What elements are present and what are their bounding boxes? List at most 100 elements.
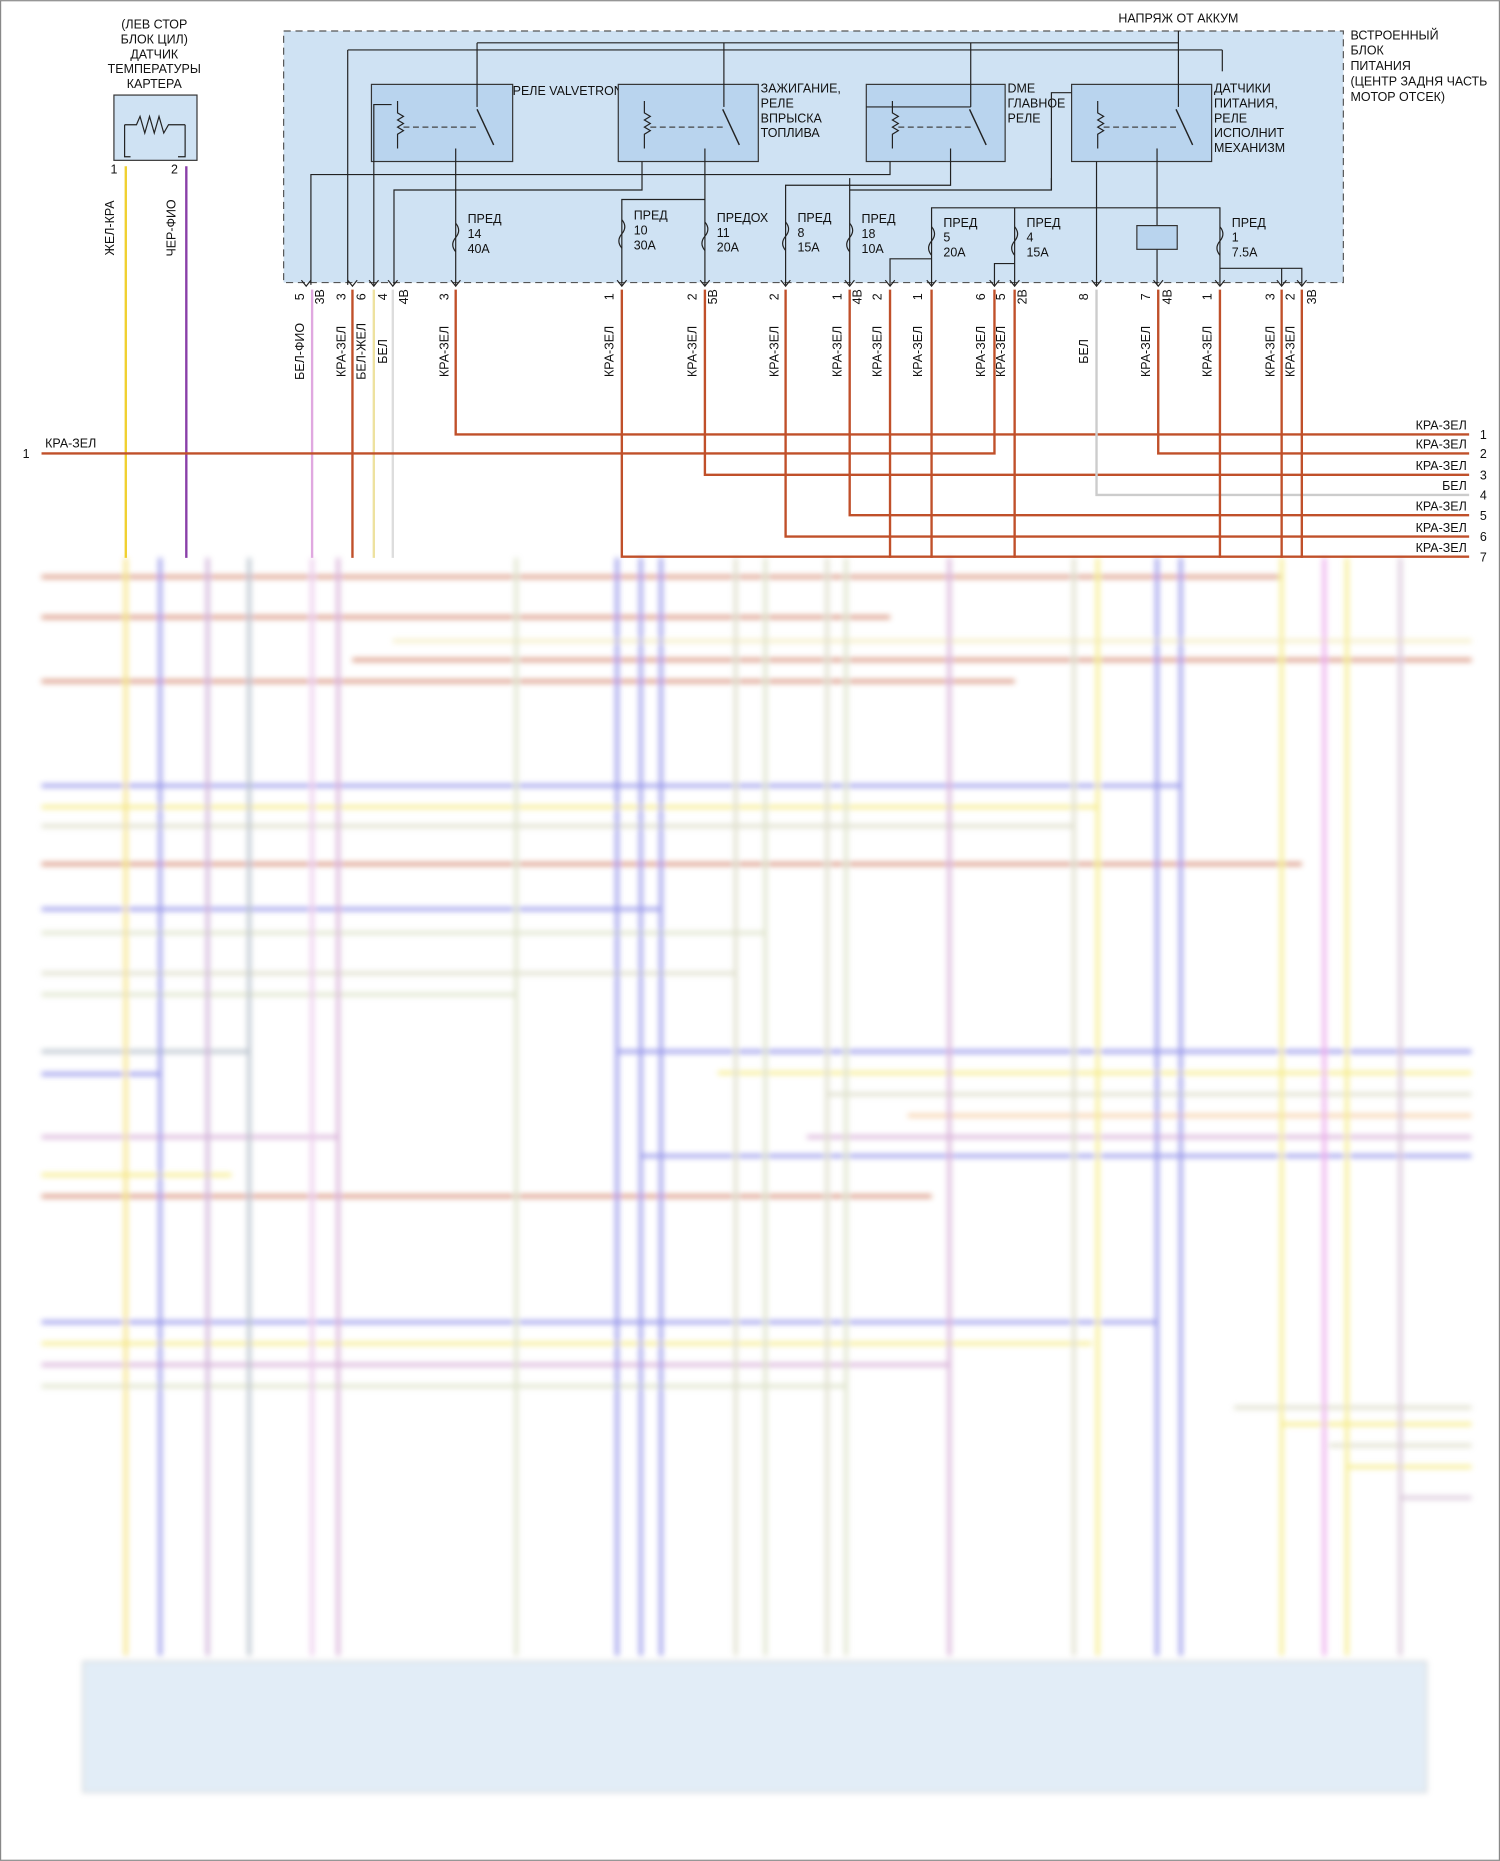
wire xyxy=(1050,92,1072,190)
label: 4В xyxy=(851,289,865,304)
label: БЕЛ xyxy=(1442,479,1467,493)
label: 20A xyxy=(717,241,740,255)
label: 20A xyxy=(943,245,966,259)
label: 15A xyxy=(1027,245,1050,259)
pin xyxy=(780,279,791,288)
pin xyxy=(1153,279,1164,288)
ecu xyxy=(82,1660,1428,1793)
label: ЗАЖИГАНИЕ, xyxy=(761,82,841,96)
label: DME xyxy=(1008,82,1036,96)
wire xyxy=(124,124,131,158)
label: ДАТЧИКИ xyxy=(1214,82,1271,96)
wire xyxy=(373,103,392,285)
label: 3В xyxy=(313,289,327,304)
fuse xyxy=(1011,226,1019,256)
label: 4 xyxy=(1480,489,1487,503)
label: КРА-ЗЕЛ xyxy=(1264,326,1278,377)
label: 2 xyxy=(1284,293,1298,300)
label: КРА-ЗЕЛ xyxy=(871,326,885,377)
label: БЕЛ xyxy=(376,339,390,364)
label: 18 xyxy=(862,227,876,241)
label: ВСТРОЕННЫЙ xyxy=(1350,27,1438,42)
wire xyxy=(124,114,186,136)
label: ТЕМПЕРАТУРЫ xyxy=(108,62,201,76)
label: 4В xyxy=(1160,289,1174,304)
label: 7.5A xyxy=(1232,245,1258,259)
label: 1 xyxy=(23,447,30,461)
label: КРА-ЗЕЛ xyxy=(438,326,452,377)
relay-block xyxy=(1136,225,1178,250)
relay xyxy=(865,83,1006,163)
wire xyxy=(722,108,740,146)
label: 2 xyxy=(871,293,885,300)
label: 7 xyxy=(1480,550,1487,564)
label: ВПРЫСКА xyxy=(761,111,823,125)
relay xyxy=(1071,83,1213,163)
pin xyxy=(1296,279,1308,288)
wire xyxy=(968,108,987,146)
label: МЕХАНИЗМ xyxy=(1214,141,1285,155)
label: 3В xyxy=(1305,289,1319,304)
label: (ЛЕВ СТОР xyxy=(121,18,187,32)
wire xyxy=(178,124,186,158)
label: КРА-ЗЕЛ xyxy=(1416,438,1467,452)
wire xyxy=(848,289,1470,517)
label: БЛОК ЦИЛ) xyxy=(121,32,188,46)
label: КРА-ЗЕЛ xyxy=(994,326,1008,377)
label: 10 xyxy=(634,223,648,237)
label: 15A xyxy=(797,241,820,255)
fuse xyxy=(1216,226,1224,256)
wire xyxy=(393,161,643,285)
label: РЕЛЕ VALVETRONIC xyxy=(513,84,636,98)
pin xyxy=(368,279,380,288)
label: 1 xyxy=(1232,231,1239,245)
label: 2 xyxy=(1480,447,1487,461)
label: КРА-ЗЕЛ xyxy=(1416,419,1467,433)
label: 3 xyxy=(1480,469,1487,483)
label: 10A xyxy=(862,242,885,256)
label: 40A xyxy=(468,242,491,256)
label: 8 xyxy=(797,226,804,240)
label: КРА-ЗЕЛ xyxy=(1416,541,1467,555)
label: БЕЛ-ФИО xyxy=(293,323,307,380)
wire xyxy=(993,262,1015,285)
label: КРА-ЗЕЛ xyxy=(830,326,844,377)
label: ИСПОЛНИТ xyxy=(1214,126,1285,140)
label: КРА-ЗЕЛ xyxy=(1139,326,1153,377)
relay xyxy=(370,83,514,163)
label: КРА-ЗЕЛ xyxy=(767,326,781,377)
label: 14 xyxy=(468,227,482,241)
pin xyxy=(300,279,312,288)
fuse xyxy=(782,221,790,251)
label: 30A xyxy=(634,238,657,252)
label: 5 xyxy=(943,231,950,245)
label: БЛОК xyxy=(1350,44,1384,58)
label: 3 xyxy=(1264,293,1278,300)
label: МОТОР ОТСЕК) xyxy=(1350,90,1445,104)
pin xyxy=(844,279,855,288)
label: БЕЛ xyxy=(1077,339,1091,364)
label: ПРЕД xyxy=(943,216,978,230)
wire xyxy=(930,207,1221,285)
label: 4 xyxy=(376,293,390,300)
label: 6 xyxy=(1480,530,1487,544)
pin xyxy=(926,279,937,288)
fuse xyxy=(846,222,854,253)
label: ТОПЛИВА xyxy=(761,126,821,140)
label: ГЛАВНОЕ xyxy=(1008,97,1066,111)
label: 11 xyxy=(717,226,730,240)
fuse xyxy=(928,226,936,256)
label: КРА-ЗЕЛ xyxy=(911,326,925,377)
label: КРА-ЗЕЛ xyxy=(1416,499,1467,513)
label: 3 xyxy=(334,293,348,300)
label: ПИТАНИЯ xyxy=(1350,59,1410,73)
wire xyxy=(1096,100,1105,149)
wire xyxy=(41,289,996,455)
wire xyxy=(310,161,891,285)
label: КРА-ЗЕЛ xyxy=(603,326,617,377)
pin xyxy=(1276,279,1287,288)
label: ПИТАНИЯ, xyxy=(1214,97,1278,111)
label: 1 xyxy=(1201,293,1215,300)
label: 8 xyxy=(1077,293,1091,300)
